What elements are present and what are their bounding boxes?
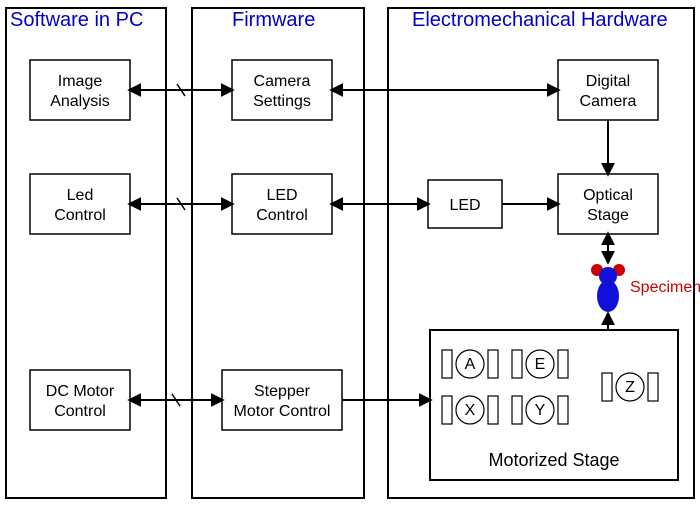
box-image_analysis	[30, 60, 130, 120]
title-firmware: Firmware	[232, 9, 315, 31]
motor-z-label: Z	[625, 379, 635, 396]
title-hardware: Electromechanical Hardware	[412, 9, 668, 31]
motor-x-label: X	[465, 402, 476, 419]
specimen-icon	[591, 264, 625, 312]
box-digital_camera-label1: Digital	[586, 73, 630, 90]
motor-a-label: A	[465, 356, 476, 373]
box-stepper-label1: Stepper	[254, 383, 311, 400]
specimen-label: Specimen	[630, 279, 700, 296]
box-dc_motor-label1: DC Motor	[46, 383, 115, 400]
box-image_analysis-label1: Image	[58, 73, 103, 90]
motorized-stage-label: Motorized Stage	[488, 450, 619, 470]
box-led_control_fw	[232, 174, 332, 234]
motor-y-label: Y	[535, 402, 546, 419]
box-led_control_fw-label2: Control	[256, 207, 308, 224]
box-stepper-label2: Motor Control	[234, 403, 331, 420]
box-image_analysis-label2: Analysis	[50, 93, 110, 110]
motorized-stage: Motorized Stage A E X Y Z	[430, 330, 678, 480]
box-optical_stage-label2: Stage	[587, 207, 629, 224]
box-dc_motor-label2: Control	[54, 403, 106, 420]
title-software: Software in PC	[10, 9, 143, 31]
motor-e-label: E	[535, 356, 546, 373]
box-led_control_fw-label1: LED	[266, 187, 297, 204]
box-led_control_sw-label2: Control	[54, 207, 106, 224]
box-digital_camera-label2: Camera	[580, 93, 637, 110]
box-optical_stage	[558, 174, 658, 234]
box-led_control_sw-label1: Led	[67, 187, 94, 204]
box-camera_settings-label1: Camera	[254, 73, 311, 90]
box-digital_camera	[558, 60, 658, 120]
box-camera_settings	[232, 60, 332, 120]
box-dc_motor	[30, 370, 130, 430]
box-optical_stage-label1: Optical	[583, 187, 633, 204]
box-led_hw-label1: LED	[449, 197, 480, 214]
box-led_control_sw	[30, 174, 130, 234]
box-camera_settings-label2: Settings	[253, 93, 311, 110]
box-stepper	[222, 370, 342, 430]
diagram-canvas: Software in PC Firmware Electromechanica…	[0, 0, 700, 509]
